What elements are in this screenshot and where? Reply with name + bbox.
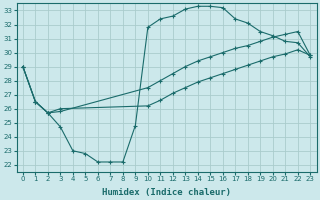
- X-axis label: Humidex (Indice chaleur): Humidex (Indice chaleur): [102, 188, 231, 197]
